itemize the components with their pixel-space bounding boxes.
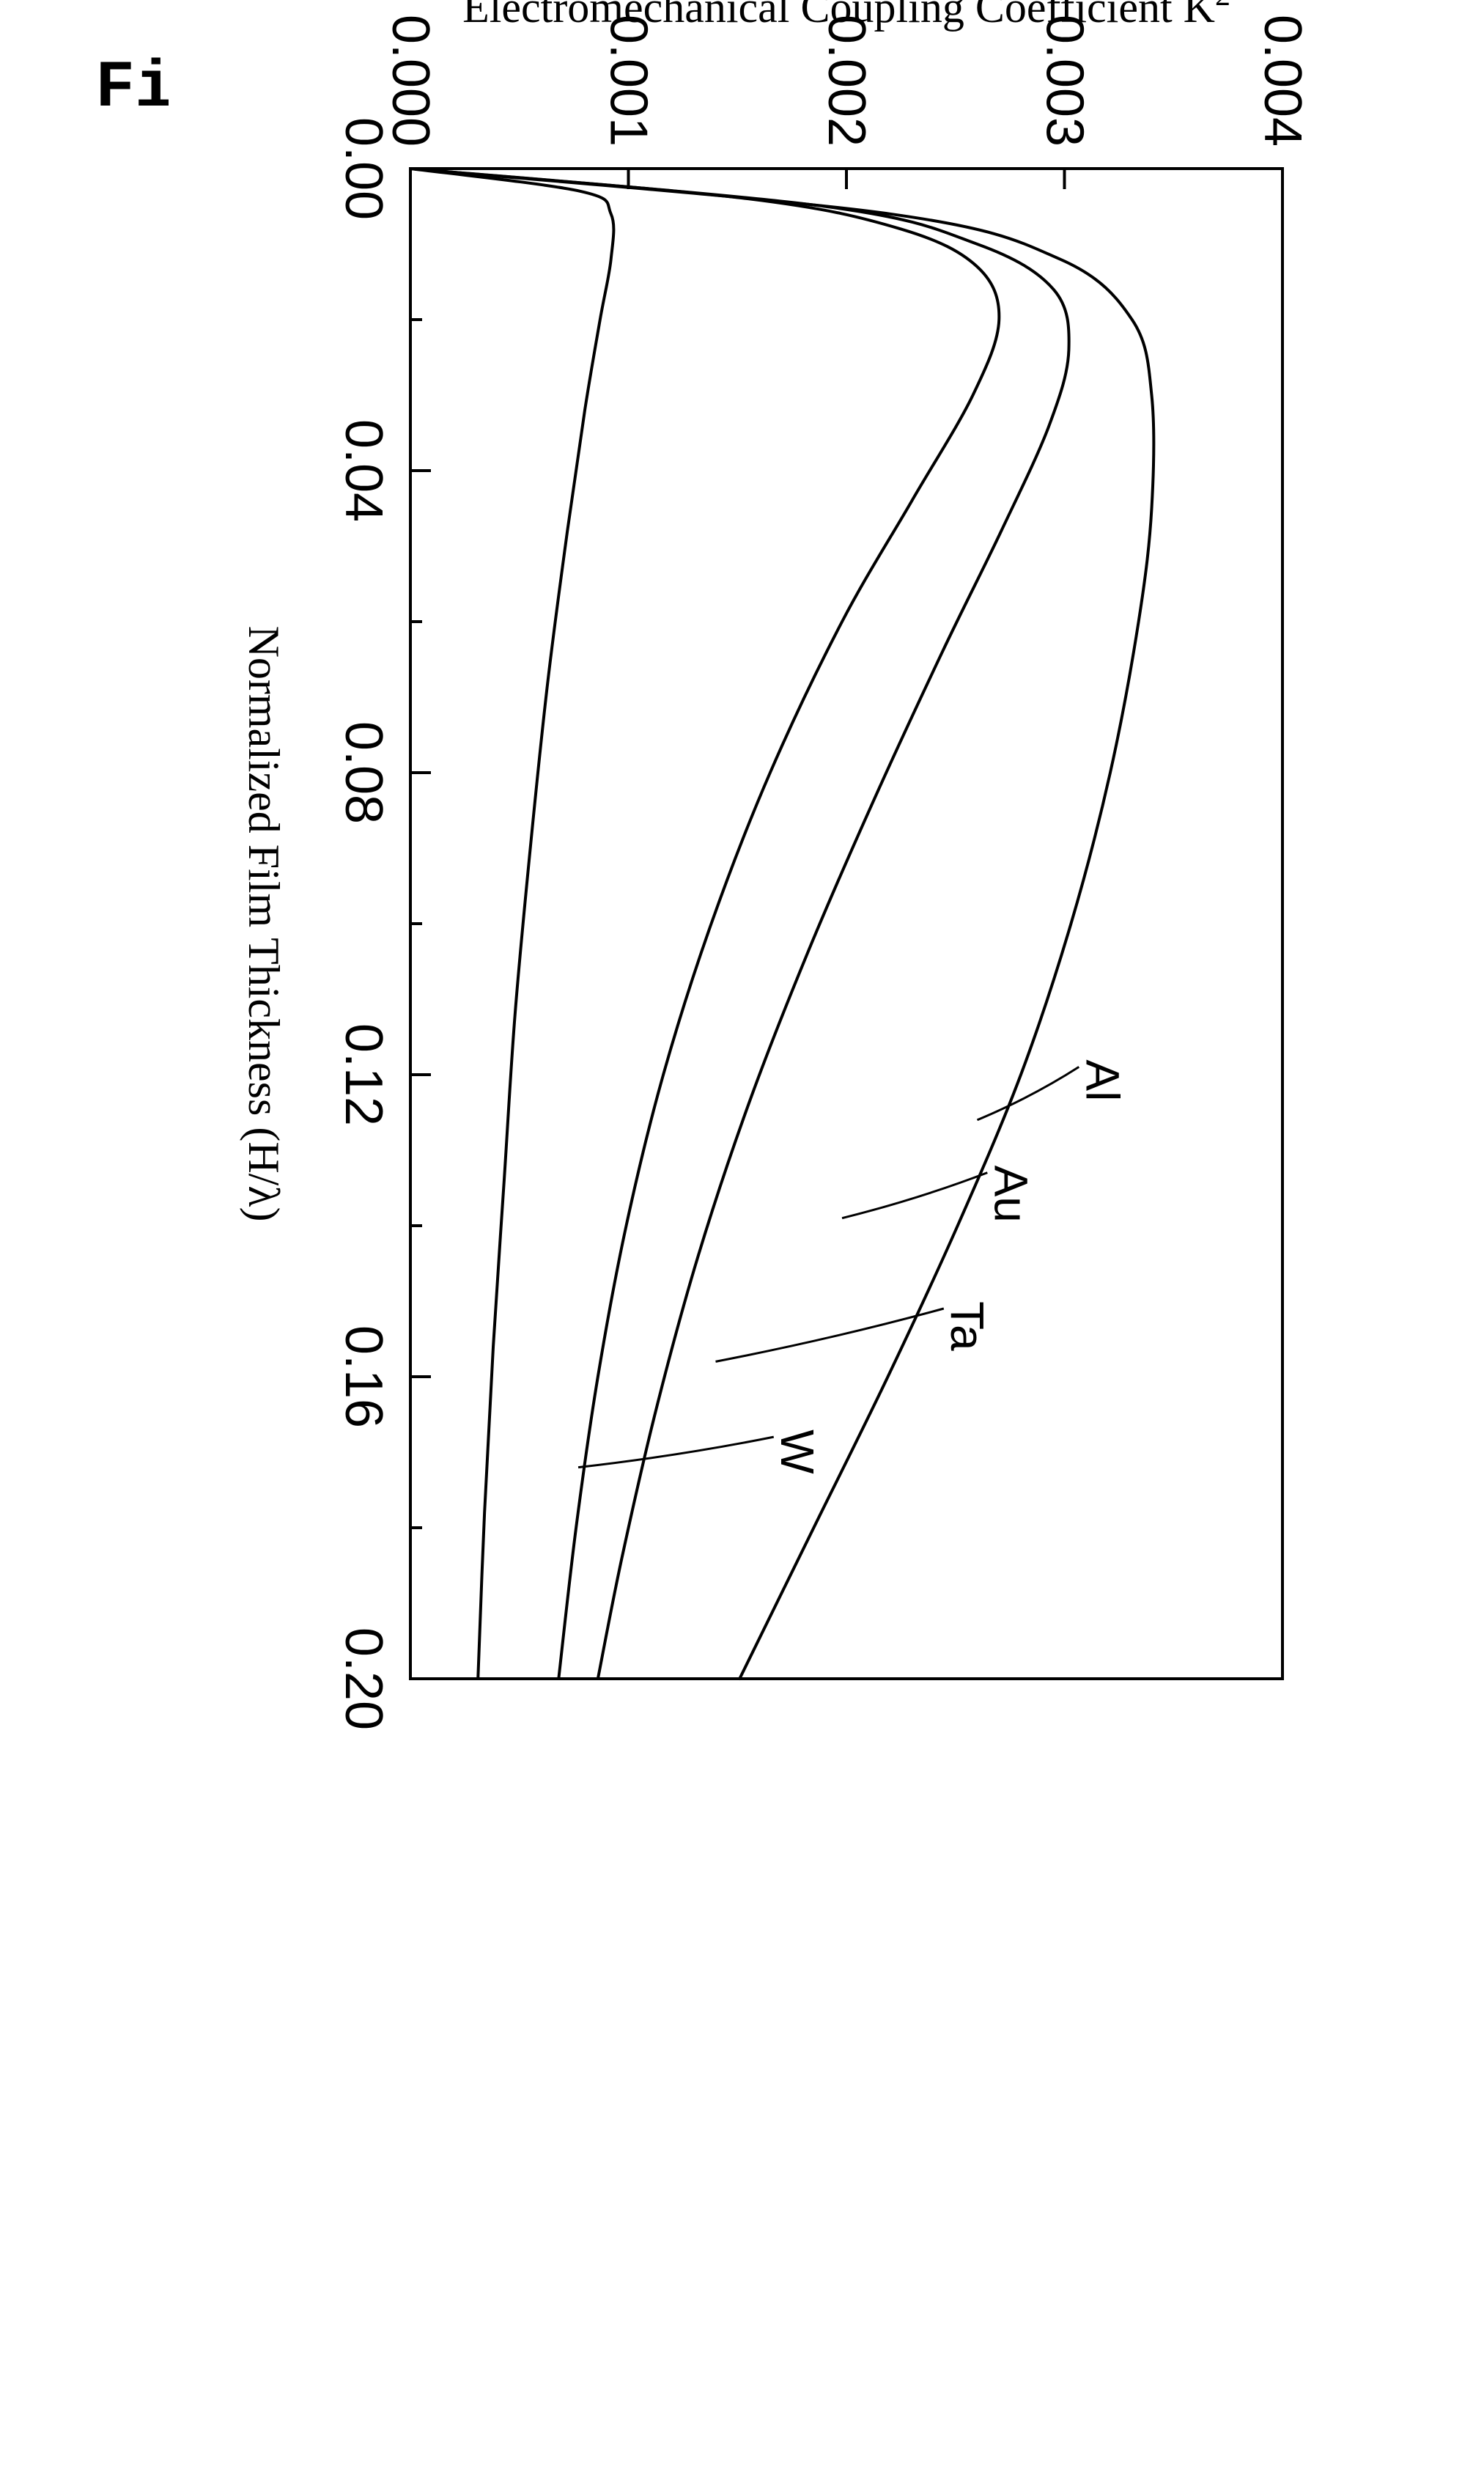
y-tick-label: 0.000 [381,15,440,147]
y-tick-label: 0.004 [1253,15,1312,147]
chart-container: 0.000.040.080.120.160.20Normalized Film … [169,0,1312,1811]
y-tick-label: 0.003 [1036,15,1094,147]
x-axis-title: Normalized Film Thickness (H/λ) [240,626,288,1222]
series-label-ta: Ta [941,1301,994,1351]
series-label-w: W [771,1429,824,1474]
series-label-au: Au [984,1166,1037,1223]
x-tick-label: 0.20 [334,1627,393,1730]
chart-background [169,0,1312,1811]
x-tick-label: 0.08 [334,721,393,824]
chart-svg: 0.000.040.080.120.160.20Normalized Film … [169,0,1312,1811]
y-axis-title: Electromechanical Coupling Coefficient K… [462,0,1230,32]
series-label-al: Al [1076,1059,1129,1101]
x-tick-label: 0.16 [334,1325,393,1428]
y-tick-label: 0.002 [817,15,876,147]
x-tick-label: 0.04 [334,419,393,522]
x-tick-label: 0.12 [334,1023,393,1126]
y-axis-title-group: Electromechanical Coupling Coefficient K… [462,0,1230,32]
y-tick-label: 0.001 [599,15,658,147]
